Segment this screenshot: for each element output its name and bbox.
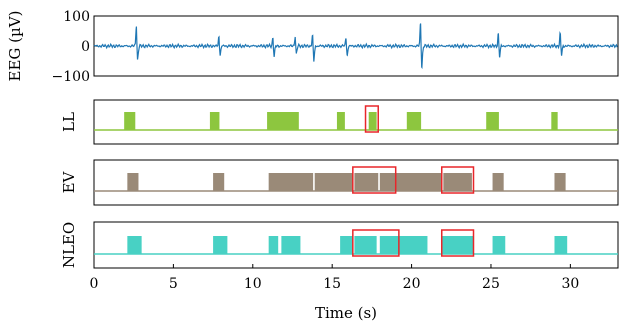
ev-detection-bar <box>213 173 225 191</box>
nleo-detection-bar <box>554 236 568 254</box>
ll-detection-bar <box>406 112 422 130</box>
ev-detection-bar <box>492 173 504 191</box>
ev-ylabel: EV <box>60 170 78 193</box>
ll-detection-bar <box>336 112 345 130</box>
panels: EEG (µV) 100 0 −100 LL EV NLEO <box>6 9 619 269</box>
ll-detection-bar <box>267 112 299 130</box>
x-axis: 0 5 10 15 20 25 30 <box>90 264 579 292</box>
eeg-ytick-label: −100 <box>52 69 90 85</box>
ll-frame <box>93 99 619 145</box>
x-tick-label: 20 <box>403 276 421 292</box>
nleo-detection-bar <box>379 236 428 254</box>
nleo-detection-bar <box>354 236 377 254</box>
ev-detection-bar <box>354 173 379 191</box>
eeg-ylabel: EEG (µV) <box>6 11 24 82</box>
ev-detection-bar <box>443 173 472 191</box>
ll-detection-bar <box>486 112 499 130</box>
ev-frame <box>93 159 619 206</box>
nleo-detection-bar <box>340 236 353 254</box>
nleo-detection-bar <box>268 236 279 254</box>
x-tick-label: 25 <box>482 276 500 292</box>
ll-highlight-box <box>364 105 379 133</box>
x-tick-label: 5 <box>169 276 178 292</box>
nleo-frame <box>93 221 619 269</box>
nleo-detection-bar <box>127 236 142 254</box>
nleo-ylabel: NLEO <box>60 222 78 268</box>
ev-detection-bar <box>379 173 442 191</box>
ev-highlight-box <box>352 166 397 194</box>
eeg-trace <box>93 23 618 70</box>
x-tick-label: 0 <box>90 276 99 292</box>
nleo-detection-bar <box>441 236 474 254</box>
ll-detection-bar <box>368 112 377 130</box>
nleo-highlight-box <box>440 229 475 257</box>
panel-eeg: EEG (µV) 100 0 −100 <box>6 9 619 85</box>
ll-detection-bar <box>551 112 558 130</box>
ll-ylabel: LL <box>60 112 78 132</box>
ev-detection-bar <box>554 173 566 191</box>
ev-detection-bar <box>314 173 353 191</box>
ll-detection-bar <box>209 112 220 130</box>
ev-detection-bar <box>127 173 139 191</box>
eeg-ytick-label: 100 <box>63 9 90 25</box>
x-tick-label: 10 <box>244 276 262 292</box>
ev-highlight-box <box>440 166 475 194</box>
x-tick-label: 15 <box>323 276 341 292</box>
panel-ll: LL <box>60 99 619 145</box>
panel-nleo: NLEO <box>60 221 619 269</box>
eeg-ytick-label: 0 <box>81 39 90 55</box>
nleo-highlight-box <box>352 229 400 257</box>
x-axis-label: Time (s) <box>315 304 377 322</box>
x-tick-label: 30 <box>561 276 579 292</box>
ev-detection-bar <box>268 173 314 191</box>
nleo-detection-bar <box>281 236 301 254</box>
panel-ev: EV <box>60 159 619 206</box>
nleo-detection-bar <box>213 236 228 254</box>
ll-detection-bar <box>124 112 136 130</box>
nleo-detection-bar <box>492 236 506 254</box>
